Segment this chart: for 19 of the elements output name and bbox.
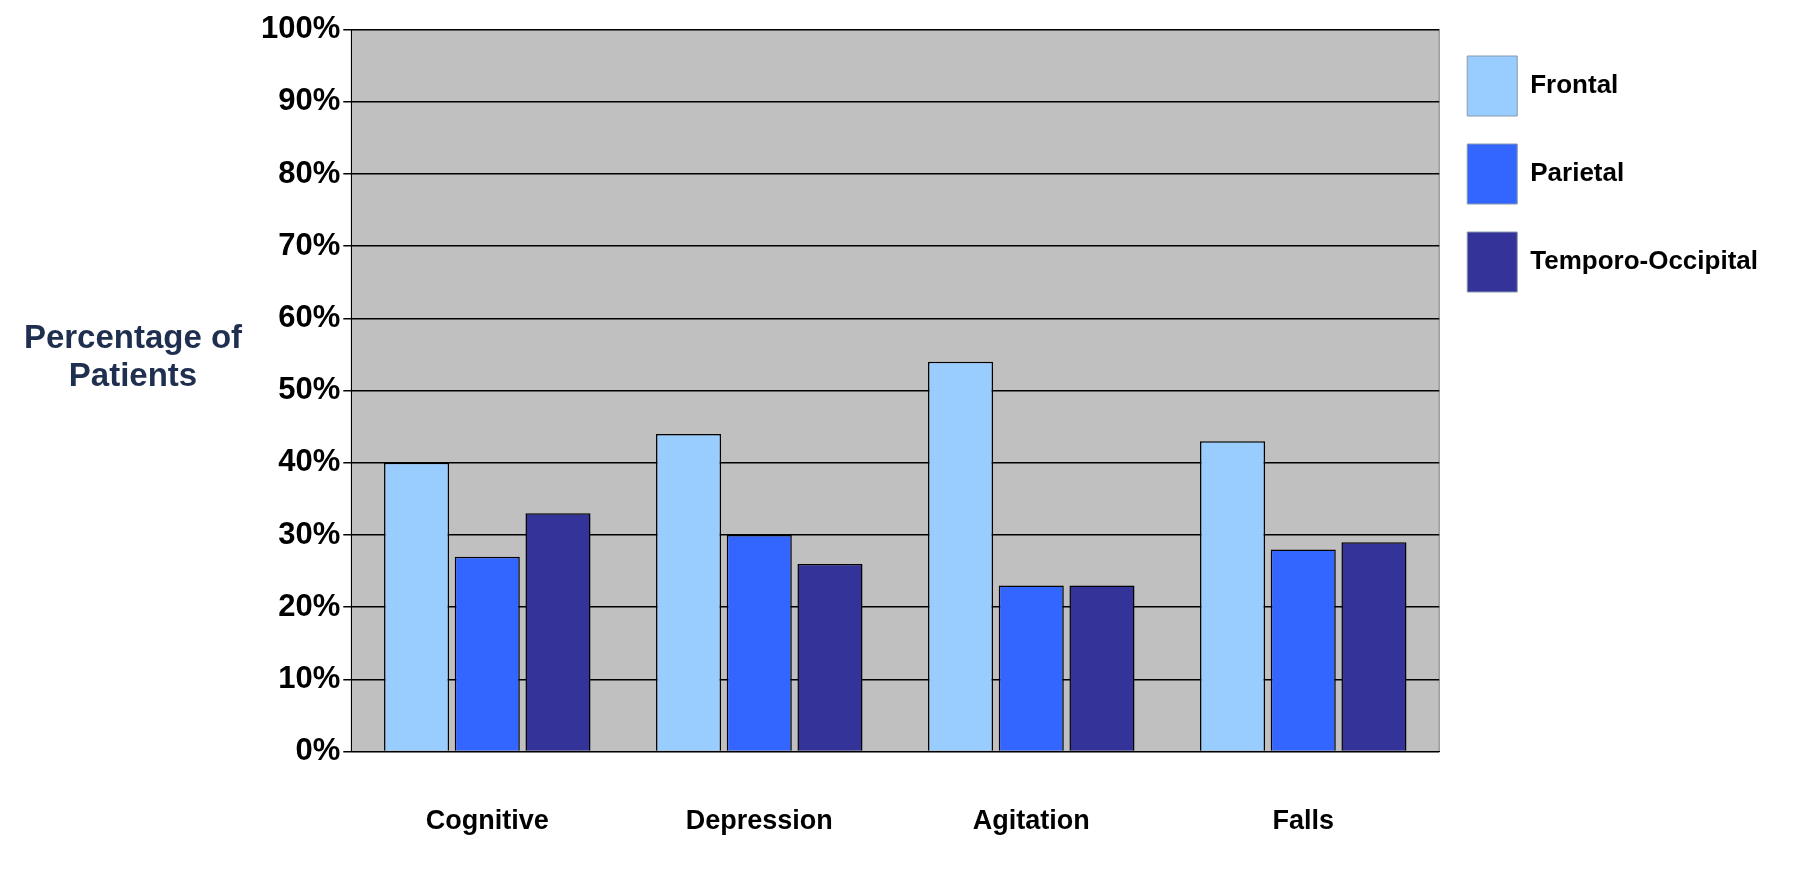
y-tick-label: 70%	[278, 226, 341, 262]
y-axis-title: Percentage of Patients	[22, 318, 244, 394]
y-tick-label: 80%	[278, 154, 341, 190]
y-tick-label: 0%	[295, 732, 341, 768]
y-tick-label: 20%	[278, 587, 341, 623]
legend-label: Temporo-Occipital	[1530, 245, 1759, 276]
x-tick-label: Depression	[685, 805, 833, 836]
y-tick-label: 40%	[278, 443, 341, 479]
y-tick-label: 100%	[260, 10, 341, 46]
y-tick-label: 10%	[278, 659, 341, 695]
legend-label: Frontal	[1530, 69, 1619, 100]
y-tick-label: 90%	[278, 82, 341, 118]
x-tick-label: Cognitive	[425, 805, 549, 836]
y-tick-label: 50%	[278, 371, 341, 407]
y-tick-label: 60%	[278, 298, 341, 334]
x-tick-label: Falls	[1272, 805, 1335, 836]
x-tick-label: Agitation	[972, 805, 1090, 836]
legend-label: Parietal	[1530, 157, 1625, 188]
y-tick-label: 30%	[278, 515, 341, 551]
